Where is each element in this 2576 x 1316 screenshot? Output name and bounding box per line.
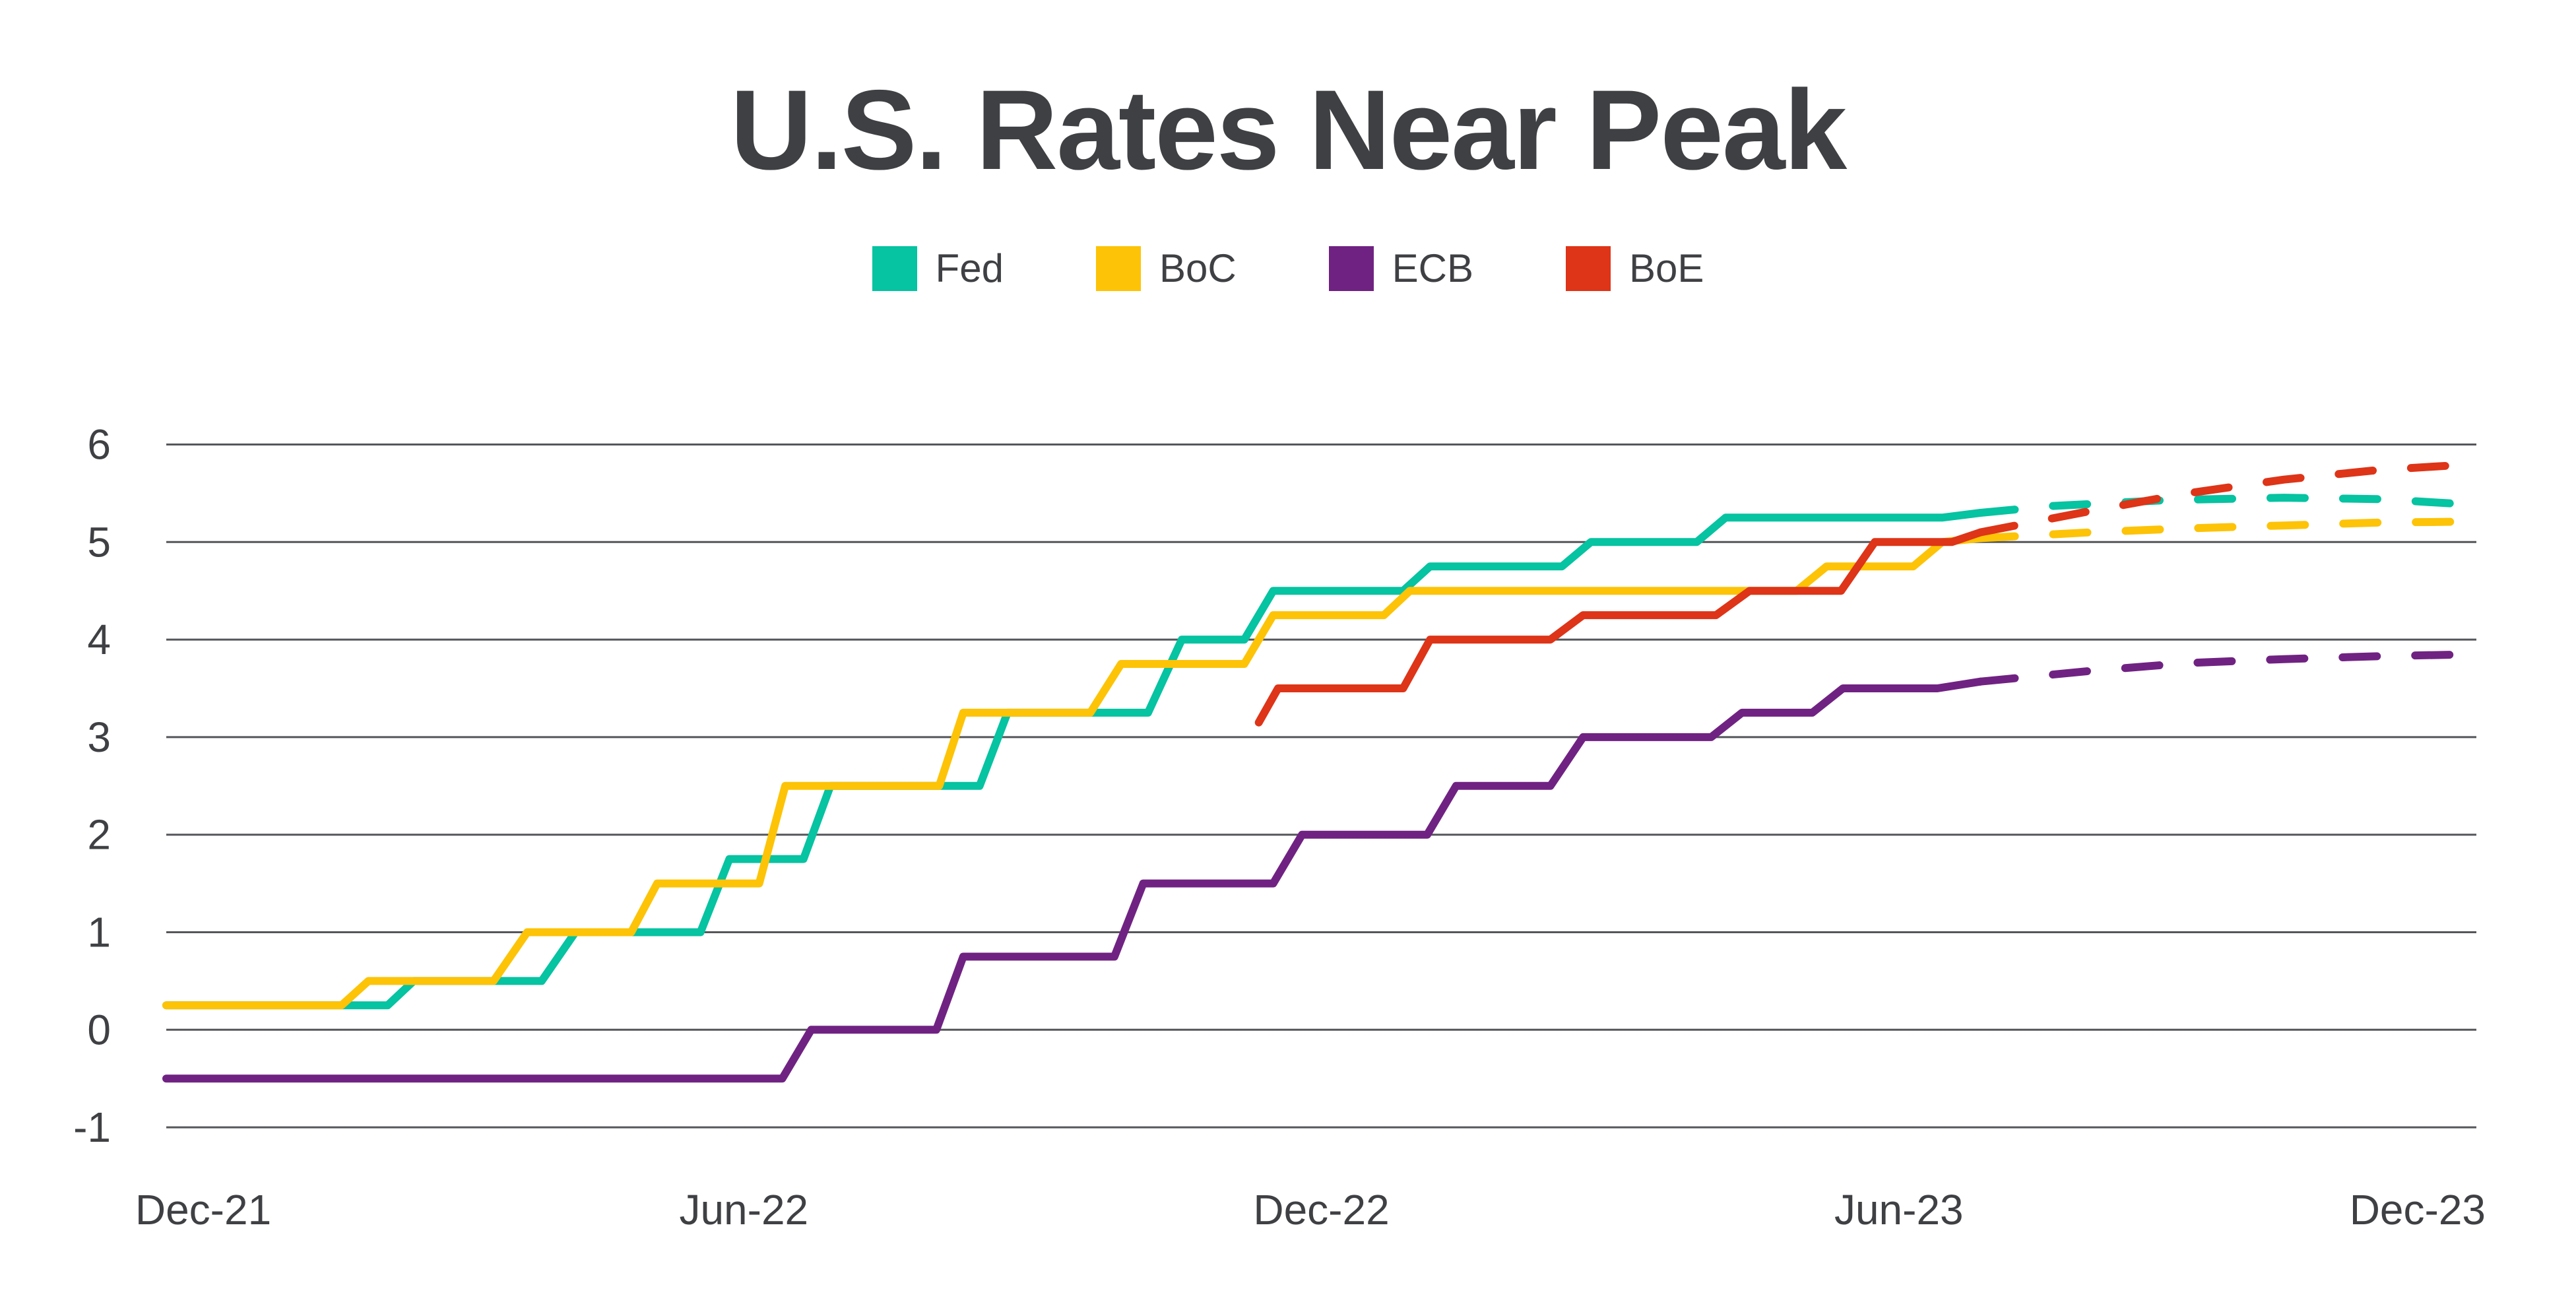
legend: Fed BoC ECB BoE — [0, 246, 2576, 291]
legend-swatch-fed — [872, 246, 917, 291]
series-fed-solid-line — [162, 509, 1985, 1010]
y-axis-label-1: 1 — [87, 909, 111, 956]
legend-label-boe: BoE — [1629, 246, 1704, 290]
y-axis-label-4: 4 — [87, 616, 111, 663]
series-boe-solid-line — [1254, 528, 1985, 727]
x-axis-label-jun-22: Jun-22 — [679, 1186, 808, 1234]
series-fed-forecast-line — [1976, 494, 2480, 517]
y-axis-label--1: -1 — [73, 1103, 111, 1151]
y-axis-label-2: 2 — [87, 811, 111, 859]
y-axis-label-5: 5 — [87, 518, 111, 566]
legend-label-fed: Fed — [935, 246, 1004, 290]
legend-swatch-ecb — [1328, 246, 1374, 291]
series-boc-solid-line — [162, 534, 1985, 1010]
x-axis-label-jun-23: Jun-23 — [1834, 1186, 1964, 1234]
legend-label-boc: BoC — [1159, 246, 1237, 290]
legend-item-ecb[interactable]: ECB — [1328, 246, 1474, 291]
series-ecb-solid-line — [162, 677, 1985, 1083]
chart-title: U.S. Rates Near Peak — [730, 67, 1848, 193]
x-axis-label-dec-21: Dec-21 — [135, 1186, 271, 1234]
y-axis-label-0: 0 — [87, 1006, 111, 1053]
legend-label-ecb: ECB — [1392, 246, 1474, 290]
legend-swatch-boe — [1566, 246, 1611, 291]
series-boe-forecast-line — [1976, 460, 2480, 537]
x-axis-label-dec-23: Dec-23 — [2350, 1186, 2486, 1234]
y-axis-label-6: 6 — [87, 421, 111, 469]
x-axis-label-dec-22: Dec-22 — [1253, 1186, 1389, 1234]
legend-swatch-boc — [1095, 246, 1141, 291]
series-ecb-forecast-line — [1976, 650, 2480, 686]
series-boc-forecast-line — [1976, 517, 2480, 543]
y-axis-label-3: 3 — [87, 713, 111, 761]
legend-item-fed[interactable]: Fed — [872, 246, 1004, 291]
legend-item-boe[interactable]: BoE — [1566, 246, 1704, 291]
legend-item-boc[interactable]: BoC — [1095, 246, 1237, 291]
